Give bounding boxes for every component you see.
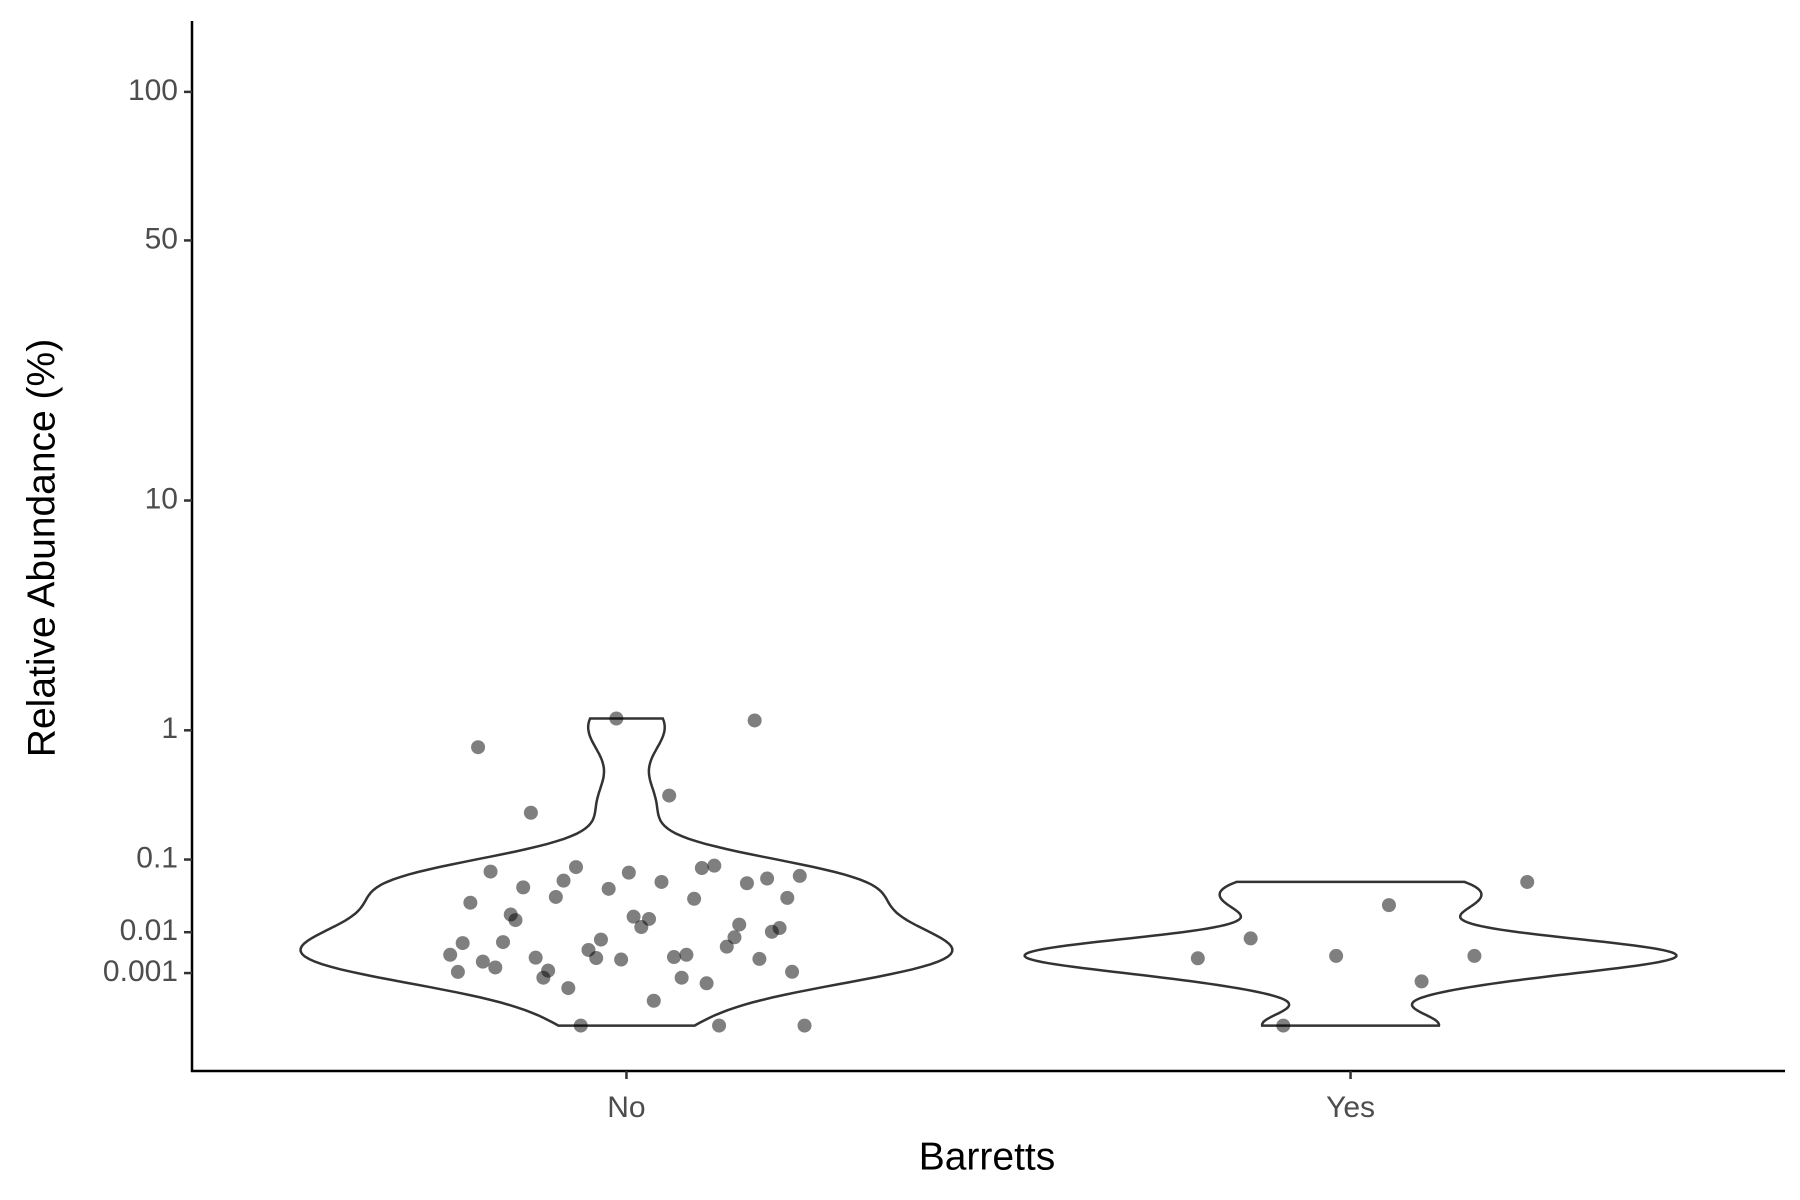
point — [797, 1018, 812, 1033]
violin — [1023, 880, 1678, 1027]
y-tick-label: 50 — [145, 222, 178, 255]
point — [739, 876, 754, 891]
point — [760, 871, 775, 886]
y-tick-label: 0.01 — [120, 914, 178, 947]
point — [1329, 948, 1344, 963]
y-tick-label: 1 — [161, 712, 178, 745]
point — [719, 939, 734, 954]
y-tick-label: 0.001 — [103, 955, 178, 988]
point — [516, 880, 531, 895]
point — [1243, 931, 1258, 946]
point — [609, 711, 624, 726]
point — [496, 935, 511, 950]
point — [1381, 898, 1396, 913]
y-tick-label: 100 — [128, 74, 178, 107]
point — [581, 942, 596, 957]
point — [1276, 1018, 1291, 1033]
x-tick-label: No — [607, 1091, 645, 1124]
point — [573, 1018, 588, 1033]
point — [455, 936, 470, 951]
point — [666, 950, 681, 965]
x-tick-label: Yes — [1326, 1091, 1375, 1124]
point — [1414, 974, 1429, 989]
point — [443, 947, 458, 962]
point — [593, 932, 608, 947]
point — [556, 873, 571, 888]
point — [634, 920, 649, 935]
point — [471, 740, 486, 755]
point — [780, 890, 795, 905]
point — [764, 924, 779, 939]
point — [712, 1018, 727, 1033]
point — [475, 954, 490, 969]
point — [463, 895, 478, 910]
violin — [299, 717, 954, 1027]
point — [614, 952, 629, 967]
x-axis-title: Barretts — [919, 1135, 1056, 1178]
point — [1467, 948, 1482, 963]
point — [699, 976, 714, 991]
point — [747, 713, 762, 728]
point — [488, 960, 503, 975]
point — [523, 805, 538, 820]
point — [483, 864, 498, 879]
point — [654, 874, 669, 889]
point — [601, 881, 616, 896]
point — [694, 861, 709, 876]
y-axis-title: Relative Abundance (%) — [20, 339, 63, 757]
point — [1190, 951, 1205, 966]
point — [646, 993, 661, 1008]
point — [450, 964, 465, 979]
point — [621, 865, 636, 880]
point — [1520, 874, 1535, 889]
point — [626, 909, 641, 924]
point — [541, 963, 556, 978]
point — [569, 860, 584, 875]
point — [785, 964, 800, 979]
point — [528, 950, 543, 965]
point — [687, 891, 702, 906]
point — [707, 858, 722, 873]
point — [732, 917, 747, 932]
y-tick-label: 10 — [145, 482, 178, 515]
point — [727, 930, 742, 945]
y-tick-label: 0.1 — [136, 841, 178, 874]
point — [508, 913, 523, 928]
point — [752, 951, 767, 966]
point — [662, 788, 677, 803]
point — [792, 868, 807, 883]
point — [679, 947, 694, 962]
point — [674, 970, 689, 985]
point — [548, 889, 563, 904]
point — [561, 981, 576, 996]
